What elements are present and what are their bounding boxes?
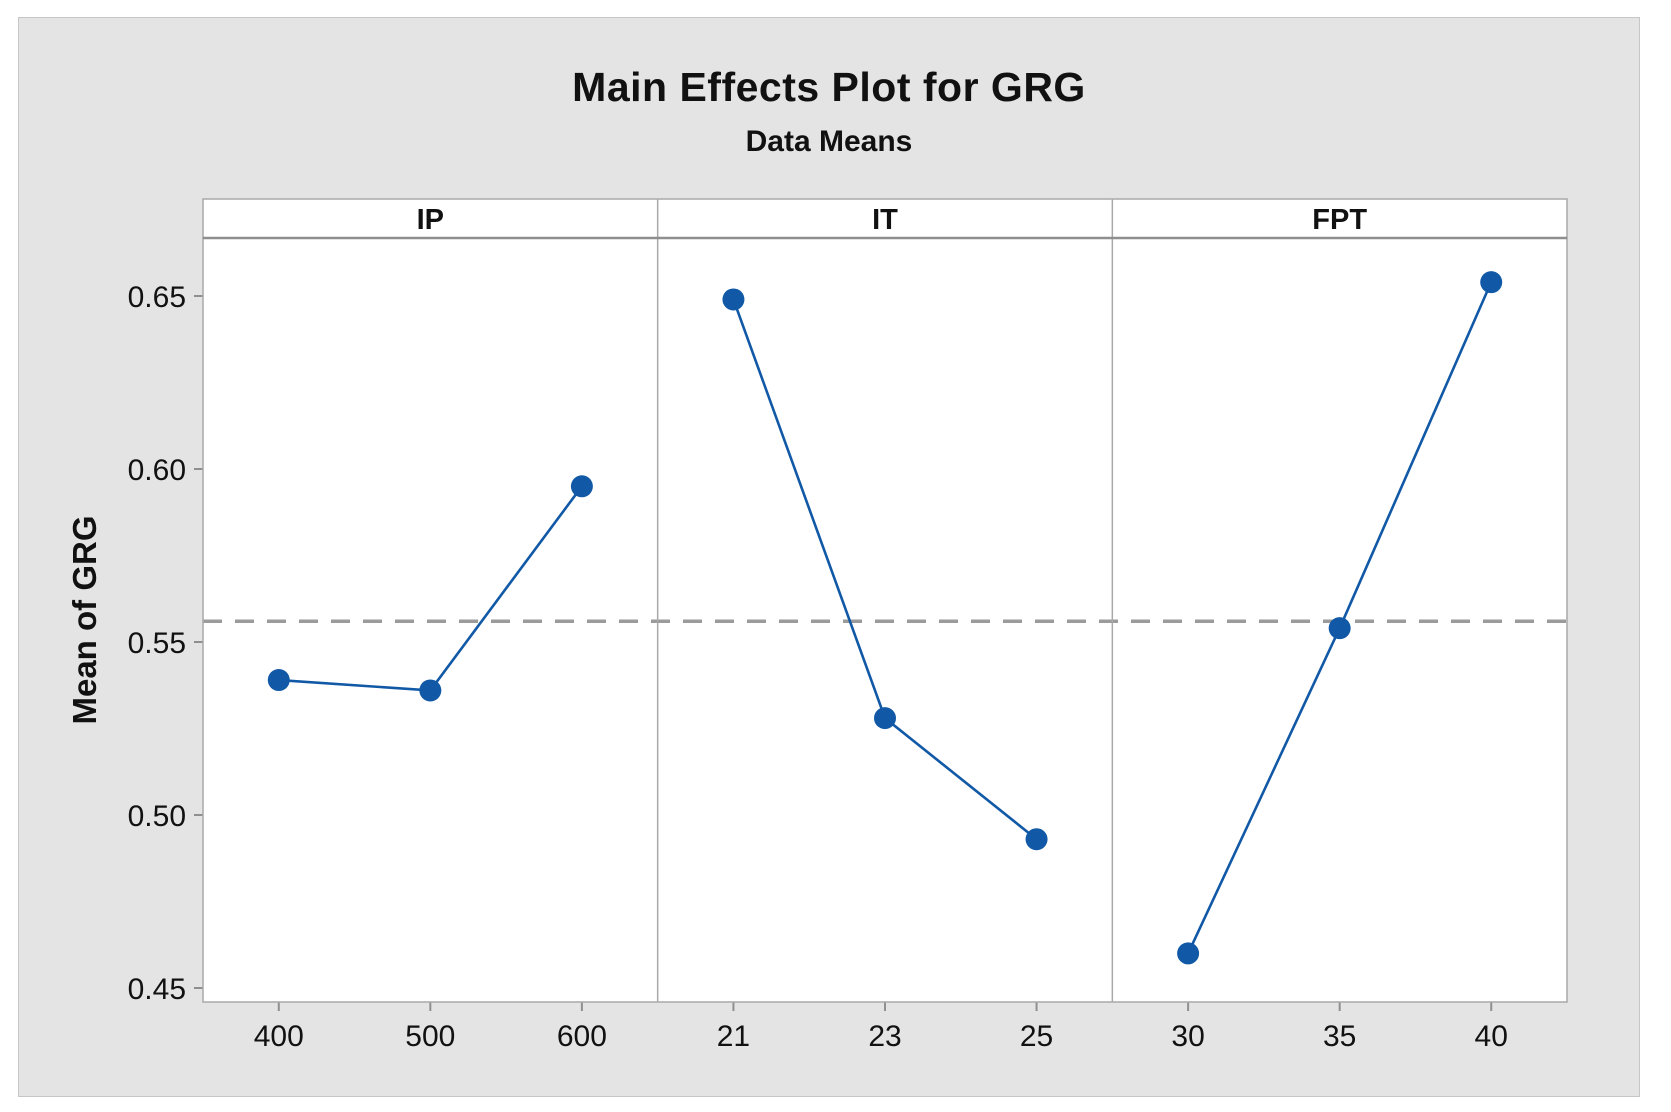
y-tick-label: 0.65 bbox=[128, 281, 186, 314]
x-tick-label: 400 bbox=[254, 1020, 304, 1053]
data-point bbox=[419, 679, 442, 702]
y-tick-label: 0.60 bbox=[128, 454, 186, 487]
data-point bbox=[1025, 828, 1048, 851]
panel-header-strip bbox=[203, 199, 1567, 238]
chart-title: Main Effects Plot for GRG bbox=[572, 64, 1086, 110]
x-tick-label: 35 bbox=[1323, 1020, 1356, 1053]
x-tick-label: 30 bbox=[1171, 1020, 1204, 1053]
y-tick-label: 0.45 bbox=[128, 973, 186, 1006]
panel-header-label: IT bbox=[872, 204, 898, 236]
data-point bbox=[1480, 271, 1503, 294]
x-tick-label: 21 bbox=[717, 1020, 750, 1053]
y-tick-label: 0.50 bbox=[128, 800, 186, 833]
data-point bbox=[874, 707, 896, 730]
panel-header-label: IP bbox=[417, 204, 444, 236]
panel-header-label: FPT bbox=[1312, 204, 1367, 236]
x-tick-label: 40 bbox=[1475, 1020, 1508, 1053]
data-point bbox=[570, 475, 593, 498]
x-tick-label: 500 bbox=[405, 1020, 455, 1053]
data-point bbox=[1328, 617, 1351, 640]
data-point bbox=[1177, 942, 1200, 965]
data-point bbox=[267, 669, 290, 692]
y-tick-label: 0.55 bbox=[128, 627, 186, 660]
chart-subtitle: Data Means bbox=[745, 125, 913, 158]
x-tick-label: 23 bbox=[868, 1020, 901, 1053]
x-tick-label: 25 bbox=[1020, 1020, 1053, 1053]
data-point bbox=[722, 288, 745, 311]
x-tick-label: 600 bbox=[557, 1020, 607, 1053]
main-effects-chart-canvas: IP 400 500 600 IT 21 23 25 FPT 30 35 40 0.65 0.60 0.55… bbox=[128, 198, 1568, 1053]
graph-region: Main Effects Plot for GRG Data Means Mea… bbox=[18, 17, 1640, 1097]
